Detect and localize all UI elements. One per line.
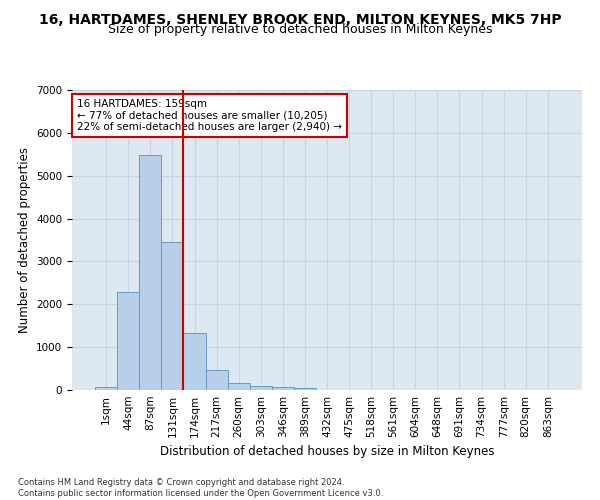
Text: Contains HM Land Registry data © Crown copyright and database right 2024.
Contai: Contains HM Land Registry data © Crown c… bbox=[18, 478, 383, 498]
X-axis label: Distribution of detached houses by size in Milton Keynes: Distribution of detached houses by size … bbox=[160, 446, 494, 458]
Y-axis label: Number of detached properties: Number of detached properties bbox=[17, 147, 31, 333]
Bar bbox=[227, 382, 250, 390]
Bar bbox=[161, 242, 184, 390]
Bar bbox=[250, 386, 272, 390]
Text: Size of property relative to detached houses in Milton Keynes: Size of property relative to detached ho… bbox=[108, 22, 492, 36]
Bar bbox=[294, 388, 316, 390]
Bar bbox=[272, 387, 294, 390]
Text: 16, HARTDAMES, SHENLEY BROOK END, MILTON KEYNES, MK5 7HP: 16, HARTDAMES, SHENLEY BROOK END, MILTON… bbox=[38, 12, 562, 26]
Bar bbox=[139, 155, 161, 390]
Bar bbox=[206, 370, 227, 390]
Bar bbox=[95, 386, 117, 390]
Bar bbox=[117, 292, 139, 390]
Text: 16 HARTDAMES: 159sqm
← 77% of detached houses are smaller (10,205)
22% of semi-d: 16 HARTDAMES: 159sqm ← 77% of detached h… bbox=[77, 99, 342, 132]
Bar bbox=[184, 334, 206, 390]
